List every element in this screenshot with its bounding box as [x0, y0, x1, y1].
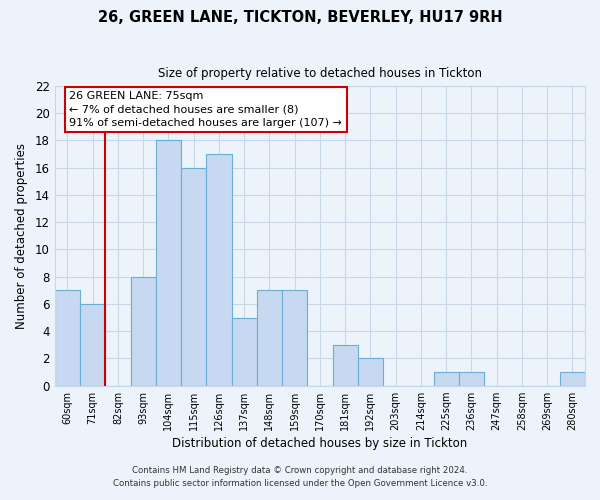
Y-axis label: Number of detached properties: Number of detached properties: [15, 143, 28, 329]
Text: Contains HM Land Registry data © Crown copyright and database right 2024.
Contai: Contains HM Land Registry data © Crown c…: [113, 466, 487, 487]
Bar: [55, 290, 80, 386]
Text: 26 GREEN LANE: 75sqm
← 7% of detached houses are smaller (8)
91% of semi-detache: 26 GREEN LANE: 75sqm ← 7% of detached ho…: [70, 92, 343, 128]
Bar: [206, 154, 232, 386]
Bar: [80, 304, 106, 386]
Bar: [131, 276, 156, 386]
Bar: [459, 372, 484, 386]
Bar: [181, 168, 206, 386]
Bar: [156, 140, 181, 386]
Bar: [282, 290, 307, 386]
Title: Size of property relative to detached houses in Tickton: Size of property relative to detached ho…: [158, 68, 482, 80]
Bar: [257, 290, 282, 386]
Bar: [358, 358, 383, 386]
Bar: [232, 318, 257, 386]
Bar: [560, 372, 585, 386]
X-axis label: Distribution of detached houses by size in Tickton: Distribution of detached houses by size …: [172, 437, 467, 450]
Bar: [332, 345, 358, 386]
Text: 26, GREEN LANE, TICKTON, BEVERLEY, HU17 9RH: 26, GREEN LANE, TICKTON, BEVERLEY, HU17 …: [98, 10, 502, 25]
Bar: [434, 372, 459, 386]
